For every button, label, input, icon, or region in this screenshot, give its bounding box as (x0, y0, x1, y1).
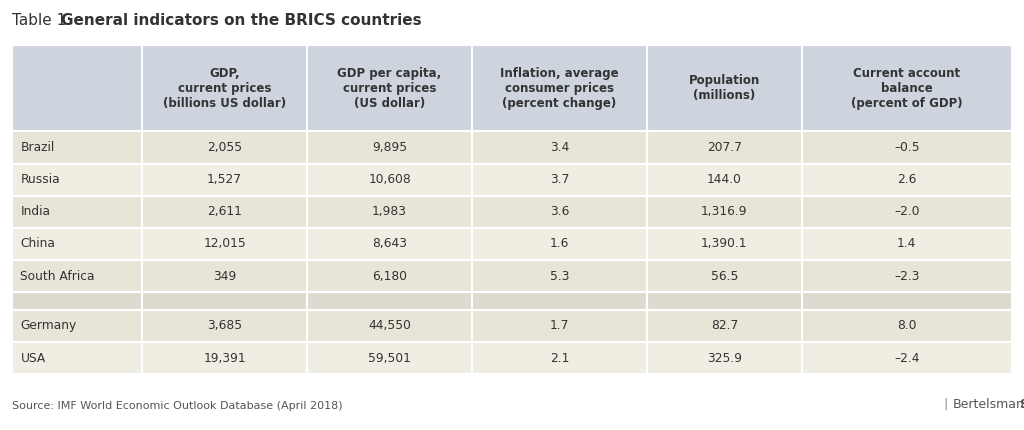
Text: 2.1: 2.1 (550, 351, 569, 365)
Text: 144.0: 144.0 (707, 173, 741, 186)
Text: China: China (20, 237, 55, 250)
Text: Stiftung: Stiftung (1019, 398, 1024, 411)
Text: 1.7: 1.7 (550, 319, 569, 332)
Text: 19,391: 19,391 (204, 351, 246, 365)
Text: 56.5: 56.5 (711, 270, 738, 283)
Text: |: | (944, 398, 952, 411)
Text: 59,501: 59,501 (369, 351, 411, 365)
Text: 12,015: 12,015 (204, 237, 246, 250)
Text: 3.7: 3.7 (550, 173, 569, 186)
Text: India: India (20, 205, 50, 218)
Text: 1.4: 1.4 (897, 237, 916, 250)
Text: 2,611: 2,611 (207, 205, 242, 218)
Text: 1,390.1: 1,390.1 (701, 237, 748, 250)
Text: Source: IMF World Economic Outlook Database (April 2018): Source: IMF World Economic Outlook Datab… (12, 401, 343, 411)
Text: 2.6: 2.6 (897, 173, 916, 186)
Text: Current account
balance
(percent of GDP): Current account balance (percent of GDP) (851, 67, 963, 110)
Text: Brazil: Brazil (20, 141, 54, 154)
Text: South Africa: South Africa (20, 270, 95, 283)
Text: Bertelsmann: Bertelsmann (952, 398, 1024, 411)
Text: 1,527: 1,527 (207, 173, 242, 186)
Text: 1.6: 1.6 (550, 237, 569, 250)
Text: 82.7: 82.7 (711, 319, 738, 332)
Text: 44,550: 44,550 (369, 319, 411, 332)
Text: –0.5: –0.5 (894, 141, 920, 154)
Text: 1,316.9: 1,316.9 (701, 205, 748, 218)
Text: 325.9: 325.9 (707, 351, 741, 365)
Text: GDP,
current prices
(billions US dollar): GDP, current prices (billions US dollar) (163, 67, 287, 110)
Text: 2,055: 2,055 (207, 141, 243, 154)
Text: 3,685: 3,685 (207, 319, 243, 332)
Text: 8.0: 8.0 (897, 319, 916, 332)
Text: 1,983: 1,983 (372, 205, 408, 218)
Text: 3.6: 3.6 (550, 205, 569, 218)
Text: Russia: Russia (20, 173, 60, 186)
Text: –2.4: –2.4 (894, 351, 920, 365)
Text: 3.4: 3.4 (550, 141, 569, 154)
Text: 10,608: 10,608 (369, 173, 411, 186)
Text: USA: USA (20, 351, 46, 365)
Text: –2.3: –2.3 (894, 270, 920, 283)
Text: Population
(millions): Population (millions) (689, 74, 760, 102)
Text: 349: 349 (213, 270, 237, 283)
Text: Inflation, average
consumer prices
(percent change): Inflation, average consumer prices (perc… (500, 67, 618, 110)
Text: 207.7: 207.7 (707, 141, 741, 154)
Text: 8,643: 8,643 (372, 237, 408, 250)
Text: 6,180: 6,180 (372, 270, 408, 283)
Text: 9,895: 9,895 (372, 141, 408, 154)
Text: General indicators on the BRICS countries: General indicators on the BRICS countrie… (61, 13, 422, 28)
Text: –2.0: –2.0 (894, 205, 920, 218)
Text: Germany: Germany (20, 319, 77, 332)
Text: Table 1:: Table 1: (12, 13, 77, 28)
Text: GDP per capita,
current prices
(US dollar): GDP per capita, current prices (US dolla… (338, 67, 441, 110)
Text: 5.3: 5.3 (550, 270, 569, 283)
